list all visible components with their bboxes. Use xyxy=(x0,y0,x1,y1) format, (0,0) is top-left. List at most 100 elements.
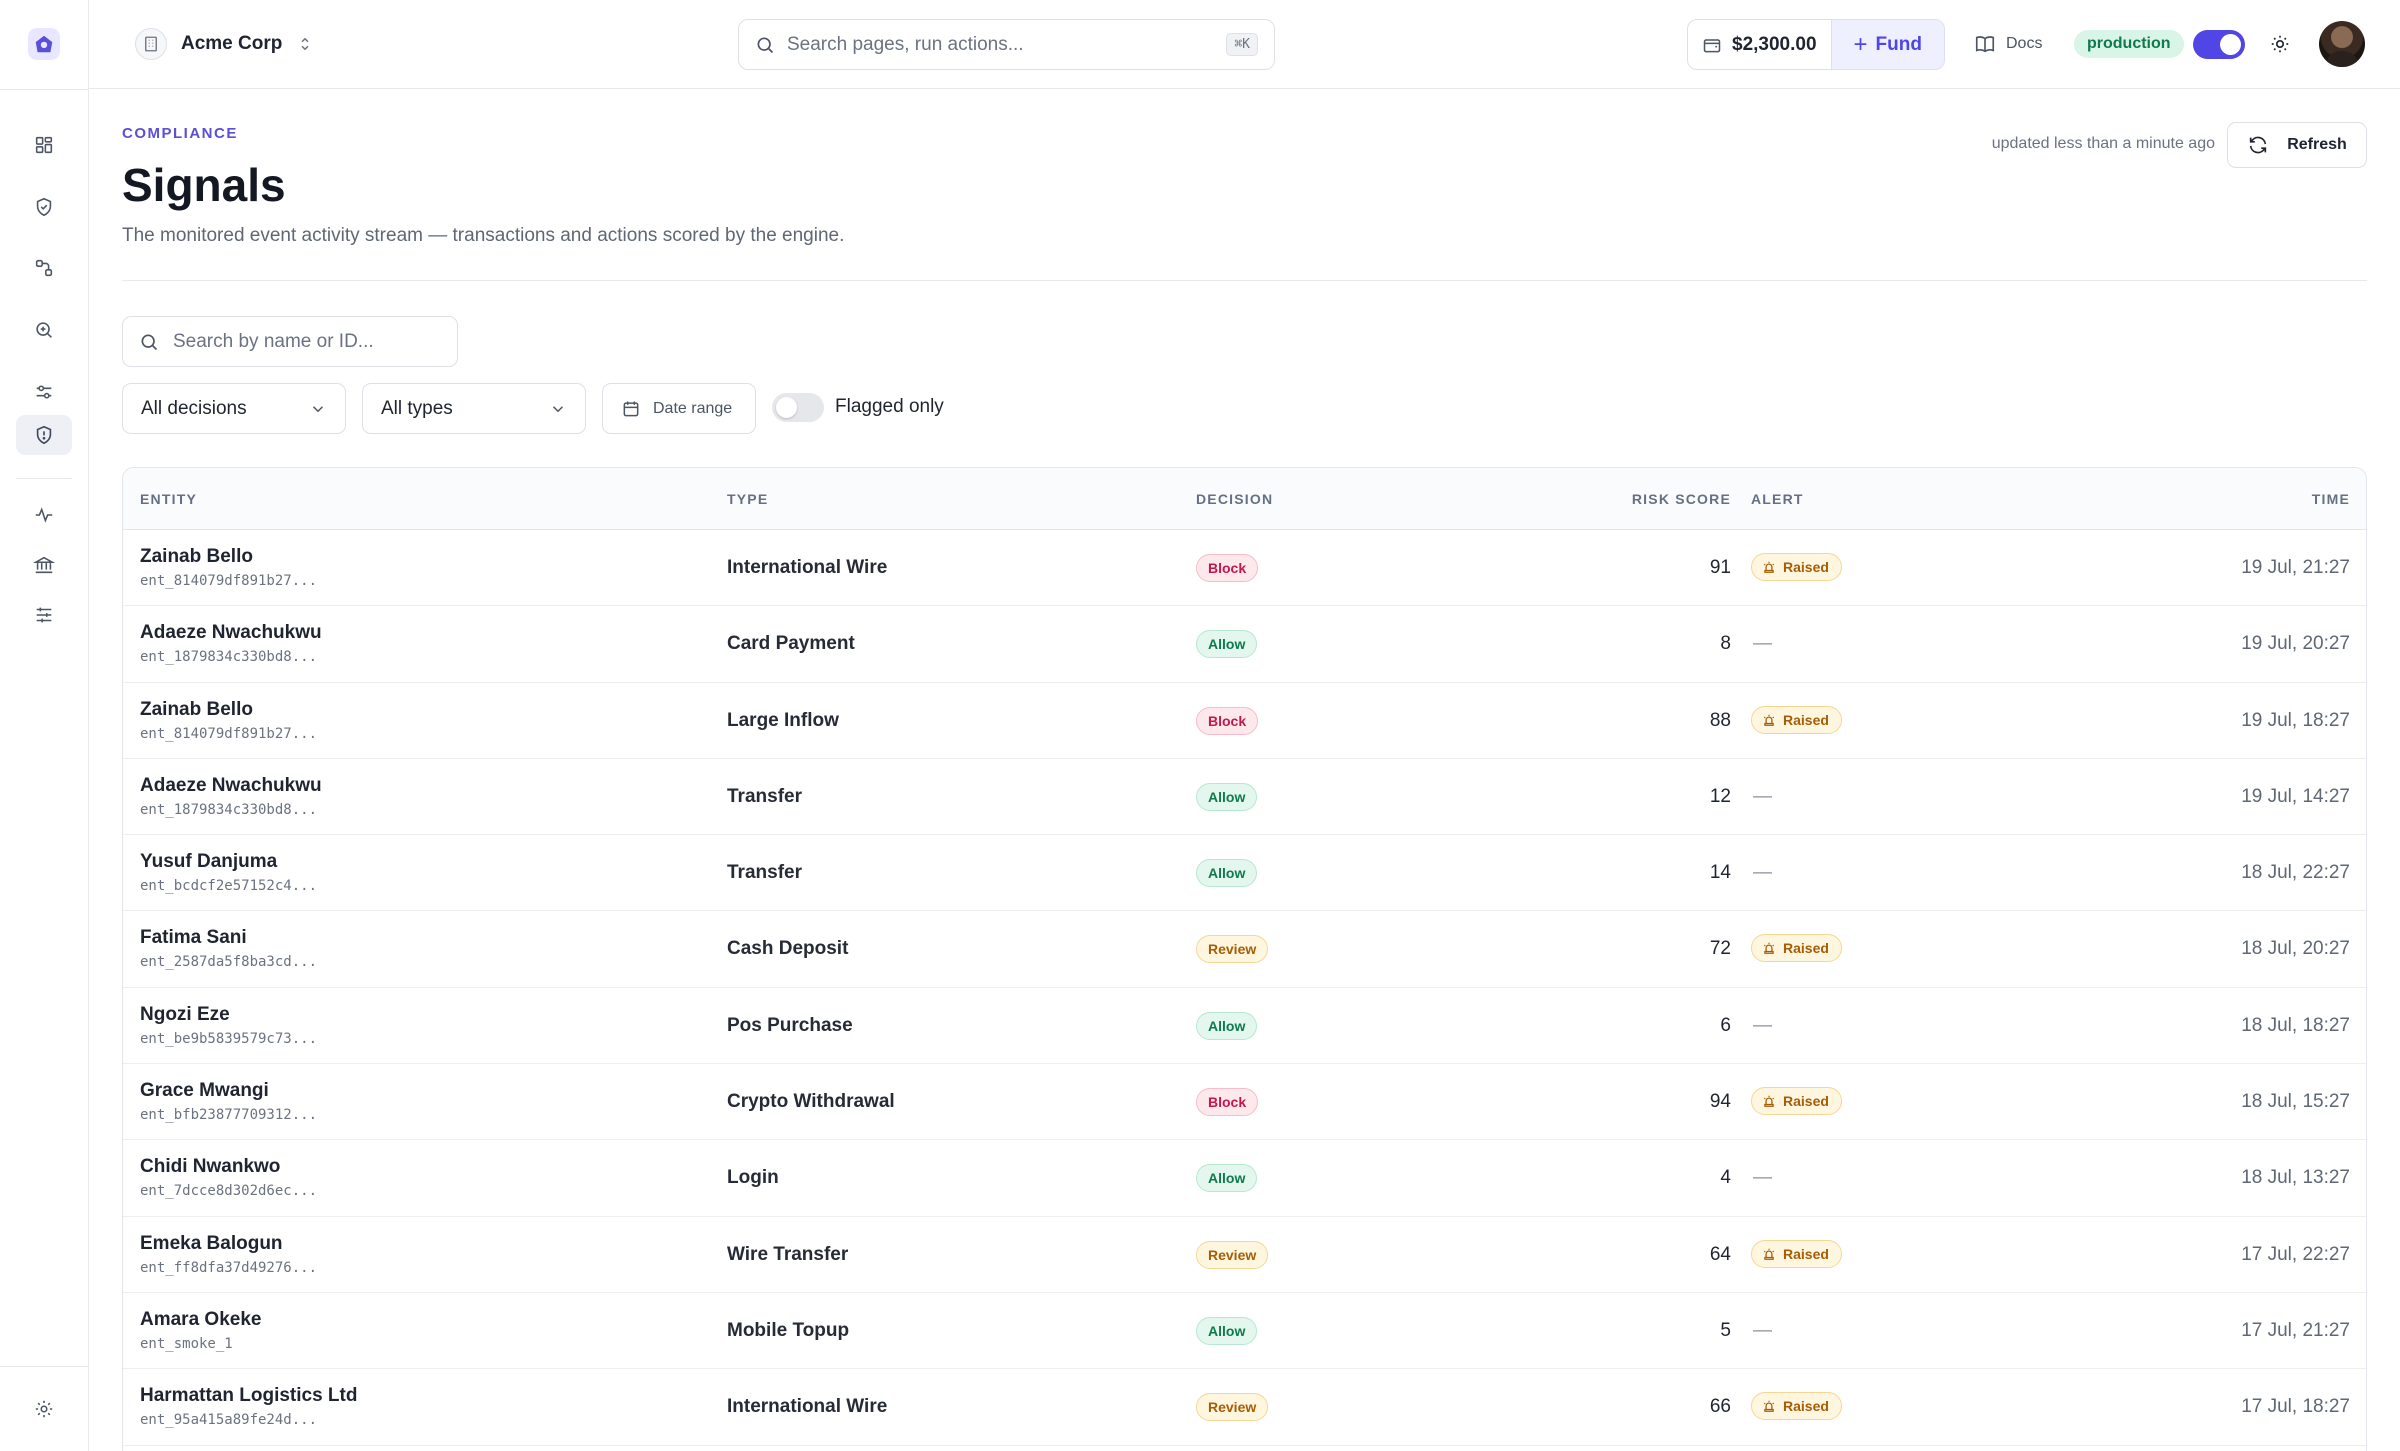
table-row[interactable]: Amara Okeke ent_smoke_1 Mobile Topup Allow 5… xyxy=(123,1293,2366,1370)
type-select-value: All types xyxy=(381,397,453,419)
global-search-placeholder: Search pages, run actions... xyxy=(787,33,1024,55)
entity-id: ent_814079df891b27... xyxy=(140,573,318,589)
calendar-icon xyxy=(623,401,639,416)
settings-sliders-icon xyxy=(36,607,52,623)
entity-name[interactable]: Adaeze Nwachukwu xyxy=(140,774,322,796)
entity-name[interactable]: Chidi Nwankwo xyxy=(140,1156,281,1178)
sidebar-item-preferences[interactable] xyxy=(16,1389,72,1429)
date-range-button[interactable]: Date range xyxy=(602,383,756,434)
sidebar-item-rules[interactable] xyxy=(16,372,72,412)
event-type: Wire Transfer xyxy=(727,1243,849,1265)
entity-id: ent_95a415a89fe24d... xyxy=(140,1412,318,1429)
decision-select[interactable]: All decisions xyxy=(122,383,346,434)
sidebar-item-investigations[interactable] xyxy=(16,310,72,350)
alert-label: Raised xyxy=(1783,1398,1829,1415)
sidebar-item-accounts[interactable] xyxy=(16,545,72,585)
shortcut-badge: ⌘K xyxy=(1226,33,1258,56)
sidebar-item-dashboard[interactable] xyxy=(16,125,72,165)
sidebar-item-compliance[interactable] xyxy=(16,187,72,227)
entity-name[interactable]: Ngozi Eze xyxy=(140,1003,230,1025)
table-row[interactable]: Yusuf Danjuma ent_bcdcf2e57152c4... Transf… xyxy=(123,835,2366,912)
decision-badge: Allow xyxy=(1196,1316,1258,1345)
alert-badge[interactable]: Raised xyxy=(1751,934,1842,963)
entity-name[interactable]: Adaeze Nwachukwu xyxy=(140,622,322,644)
alert-badge[interactable]: Raised xyxy=(1751,705,1842,734)
sliders-icon xyxy=(36,385,52,399)
entity-name[interactable]: Zainab Bello xyxy=(140,698,253,720)
search-icon xyxy=(141,334,158,350)
table-row[interactable]: Harmattan Logistics Ltd ent_95a415a89fe24… xyxy=(123,1369,2366,1446)
column-header-time[interactable]: TIME xyxy=(2311,491,2350,507)
event-time: 19 Jul, 18:27 xyxy=(2241,709,2350,731)
alert-empty: — xyxy=(1753,633,1772,655)
global-search-input[interactable]: Search pages, run actions... ⌘K xyxy=(738,19,1275,70)
search-zoom-icon xyxy=(36,322,52,338)
risk-score: 72 xyxy=(1709,938,1731,960)
alert-badge[interactable]: Raised xyxy=(1751,1392,1842,1421)
sidebar-divider xyxy=(0,89,89,90)
shield-check-icon xyxy=(36,197,52,217)
fund-button[interactable]: + Fund xyxy=(1831,20,1944,69)
org-switcher[interactable]: Acme Corp xyxy=(135,28,314,60)
gear-icon xyxy=(35,1400,53,1418)
entity-search-input[interactable] xyxy=(173,330,433,353)
column-header-decision[interactable]: DECISION xyxy=(1196,491,1274,507)
table-row[interactable]: Zainab Bello ent_814079df891b27... Interna… xyxy=(123,530,2366,607)
user-avatar[interactable] xyxy=(2319,21,2365,67)
flagged-only-label: Flagged only xyxy=(835,396,944,417)
table-row[interactable]: Zainab Bello ent_814079df891b27... Large I… xyxy=(123,683,2366,759)
table-row[interactable]: Emeka Balogun ent_ff8dfa37d49276... Wire T… xyxy=(123,1217,2366,1293)
decision-badge: Block xyxy=(1196,554,1259,582)
risk-score: 88 xyxy=(1709,709,1731,731)
app-logo[interactable] xyxy=(28,28,60,60)
table-row[interactable]: Grace Mwangi ent_bfb23877709312... Crypto … xyxy=(123,1064,2366,1141)
environment-toggle[interactable] xyxy=(2193,30,2245,59)
table-row[interactable]: Ngozi Eze ent_be9b5839579c73... Pos Purcha… xyxy=(123,988,2366,1065)
event-time: 17 Jul, 18:27 xyxy=(2241,1396,2350,1418)
event-type: Card Payment xyxy=(727,633,855,655)
sidebar xyxy=(0,0,89,1451)
entity-name[interactable]: Zainab Bello xyxy=(140,546,253,567)
docs-link[interactable]: Docs xyxy=(1974,28,2042,60)
refresh-button[interactable]: Refresh xyxy=(2227,122,2367,168)
entity-name[interactable]: Fatima Sani xyxy=(140,927,247,949)
sidebar-item-settings[interactable] xyxy=(16,595,72,635)
table-row[interactable]: Fatima Sani ent_2587da5f8ba3cd... Cash Dep… xyxy=(123,911,2366,988)
alert-badge[interactable]: Raised xyxy=(1751,1087,1842,1116)
event-type: Transfer xyxy=(727,785,802,807)
entity-name[interactable]: Yusuf Danjuma xyxy=(140,851,278,873)
alert-badge[interactable]: Raised xyxy=(1751,553,1842,581)
siren-icon xyxy=(1763,1248,1775,1260)
table-row[interactable]: Adaeze Nwachukwu ent_1879834c330bd8... Tra… xyxy=(123,759,2366,836)
refresh-icon xyxy=(2250,136,2267,154)
table-row[interactable]: Adaeze Nwachukwu ent_1879834c330bd8... Car… xyxy=(123,606,2366,683)
sidebar-item-workflows[interactable] xyxy=(16,248,72,288)
table-row[interactable]: Chidi Nwankwo ent_7dcce8d302d6ec... Login A… xyxy=(123,1140,2366,1217)
decision-badge: Allow xyxy=(1196,1011,1258,1040)
column-header-entity[interactable]: ENTITY xyxy=(140,491,197,507)
entity-search-field xyxy=(122,316,458,367)
alert-empty: — xyxy=(1753,1167,1772,1189)
entity-name[interactable]: Emeka Balogun xyxy=(140,1232,283,1254)
flagged-only-toggle[interactable] xyxy=(772,393,824,422)
entity-id: ent_bcdcf2e57152c4... xyxy=(140,878,318,895)
type-select[interactable]: All types xyxy=(362,383,586,434)
entity-name[interactable]: Amara Okeke xyxy=(140,1308,262,1330)
shield-alert-icon xyxy=(36,425,52,445)
event-type: Pos Purchase xyxy=(727,1014,853,1036)
plus-icon: + xyxy=(1853,30,1868,58)
search-icon xyxy=(757,37,774,53)
column-header-risk-score[interactable]: RISK SCORE xyxy=(1631,491,1731,507)
column-header-alert[interactable]: ALERT xyxy=(1751,491,1804,507)
bank-icon xyxy=(33,556,55,574)
column-header-type[interactable]: TYPE xyxy=(727,491,769,507)
entity-name[interactable]: Grace Mwangi xyxy=(140,1080,269,1102)
risk-score: 94 xyxy=(1709,1091,1731,1113)
theme-toggle-button[interactable] xyxy=(2266,30,2294,58)
sidebar-item-signals[interactable] xyxy=(16,415,72,455)
event-type: Transfer xyxy=(727,862,802,884)
wallet-balance[interactable]: $2,300.00 xyxy=(1688,20,1832,69)
sidebar-item-activity[interactable] xyxy=(16,495,72,535)
entity-name[interactable]: Harmattan Logistics Ltd xyxy=(140,1385,358,1407)
alert-badge[interactable]: Raised xyxy=(1751,1239,1842,1268)
